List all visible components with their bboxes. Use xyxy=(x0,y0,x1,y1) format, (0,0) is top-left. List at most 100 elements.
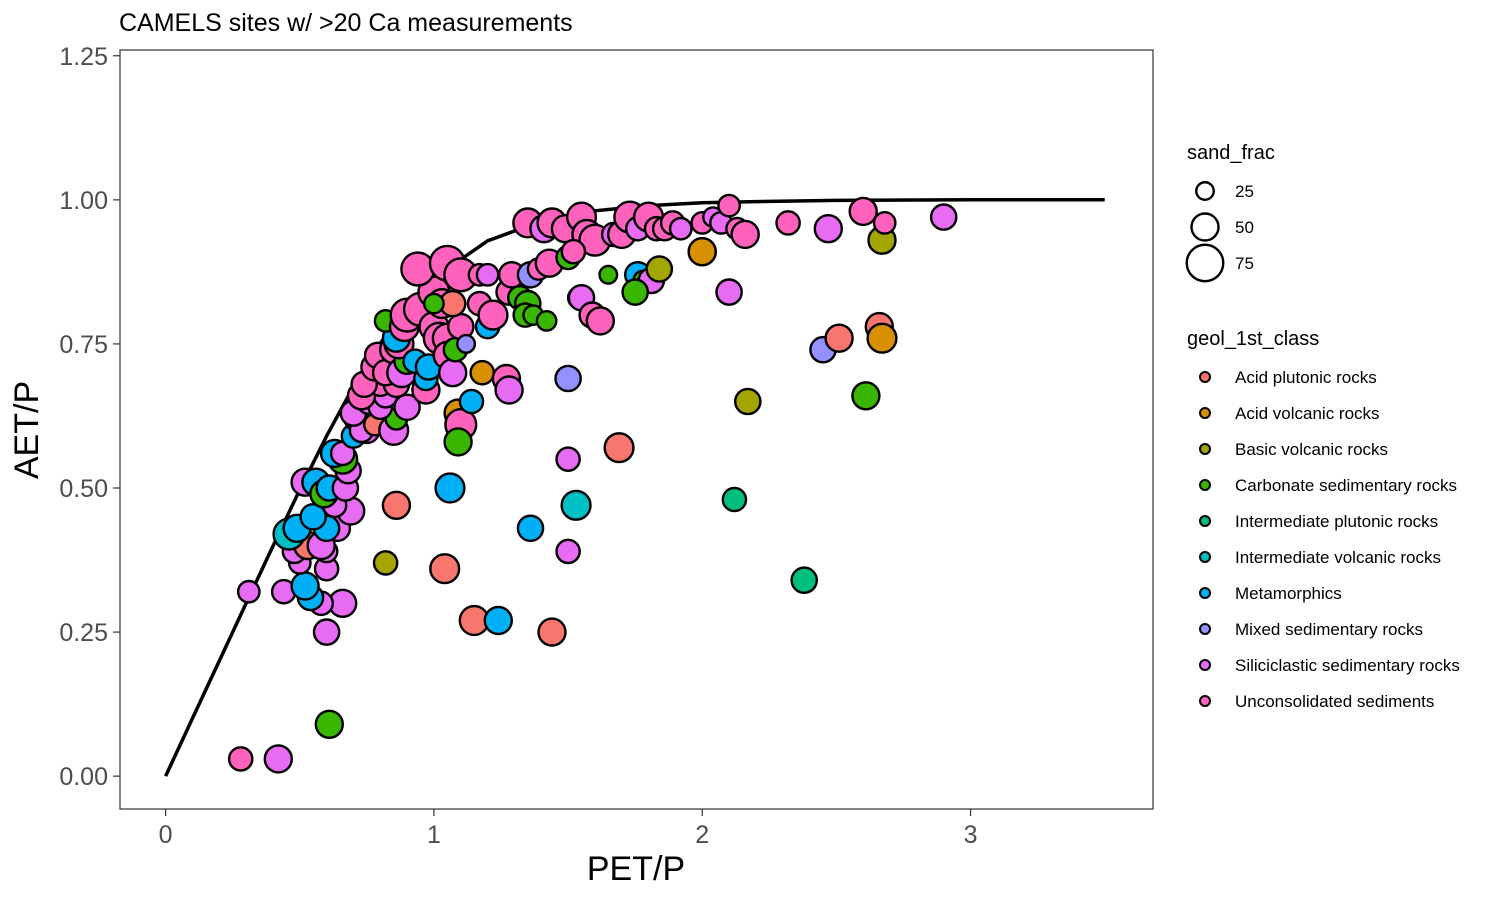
data-point xyxy=(851,381,881,411)
data-point xyxy=(848,196,878,227)
data-point xyxy=(400,251,436,287)
x-axis: 0 1 2 3 xyxy=(159,809,978,849)
data-point xyxy=(535,309,558,332)
data-point xyxy=(554,364,582,393)
chart-title: CAMELS sites w/ >20 Ca measurements xyxy=(119,9,573,37)
data-point xyxy=(422,292,445,315)
color-legend-key xyxy=(1199,371,1211,383)
data-point xyxy=(434,472,466,504)
data-point xyxy=(314,709,344,739)
color-legend-label: Carbonate sedimentary rocks xyxy=(1235,476,1457,495)
data-point xyxy=(645,255,674,283)
data-point xyxy=(813,213,843,244)
data-point xyxy=(458,388,485,415)
size-legend-label: 50 xyxy=(1235,218,1254,237)
color-legend-label: Metamorphics xyxy=(1235,584,1342,603)
y-axis: 0.00 0.25 0.50 0.75 1.00 1.25 xyxy=(59,43,120,791)
data-point xyxy=(775,210,801,236)
data-point xyxy=(730,219,760,250)
x-axis-label: PET/P xyxy=(587,850,685,888)
size-legend-label: 25 xyxy=(1235,182,1254,201)
size-legend-key xyxy=(1190,212,1220,242)
color-legend-key xyxy=(1199,551,1211,563)
data-points xyxy=(227,193,958,774)
x-tick-label: 1 xyxy=(427,821,441,849)
color-legend-label: Acid plutonic rocks xyxy=(1235,368,1377,387)
data-point xyxy=(429,553,461,585)
color-legend-label: Intermediate volcanic rocks xyxy=(1235,548,1441,567)
data-point xyxy=(555,538,581,565)
data-point xyxy=(866,322,898,354)
data-point xyxy=(585,306,615,336)
color-legend-label: Siliciclastic sedimentary rocks xyxy=(1235,656,1460,675)
color-legend-label: Mixed sedimentary rocks xyxy=(1235,620,1423,639)
data-point xyxy=(824,323,854,353)
color-legend-key xyxy=(1199,515,1211,527)
y-axis-label: AET/P xyxy=(8,381,46,479)
data-point xyxy=(621,278,650,306)
plot-panel xyxy=(119,49,1154,810)
size-legend-key xyxy=(1195,181,1215,201)
y-tick-label: 0.75 xyxy=(59,331,108,359)
data-point xyxy=(555,446,581,473)
color-legend: geol_1st_class Acid plutonic rocks Acid v… xyxy=(1187,328,1460,711)
data-point xyxy=(393,393,421,422)
color-legend-key xyxy=(1199,479,1211,491)
color-legend-key xyxy=(1199,659,1211,671)
color-legend-key xyxy=(1199,623,1211,635)
size-legend-label: 75 xyxy=(1235,254,1254,273)
data-point xyxy=(790,566,819,595)
data-point xyxy=(721,486,748,513)
data-point xyxy=(734,387,762,416)
color-legend-key xyxy=(1199,695,1211,707)
color-legend-label: Acid volcanic rocks xyxy=(1235,404,1380,423)
data-point xyxy=(560,489,592,521)
color-legend-key xyxy=(1199,407,1211,419)
data-point xyxy=(715,278,743,306)
data-point xyxy=(443,427,473,457)
data-point xyxy=(299,502,328,531)
y-tick-label: 0.50 xyxy=(59,475,108,503)
data-point xyxy=(381,490,412,520)
color-legend-label: Basic volcanic rocks xyxy=(1235,440,1388,459)
y-tick-label: 1.25 xyxy=(59,43,108,71)
color-legend-key xyxy=(1199,587,1211,599)
data-point xyxy=(236,579,261,604)
color-legend-label: Intermediate plutonic rocks xyxy=(1235,512,1438,531)
data-point xyxy=(469,359,496,386)
data-point xyxy=(372,550,399,576)
data-point xyxy=(263,744,293,774)
data-point xyxy=(227,746,254,772)
color-legend-label: Unconsolidated sediments xyxy=(1235,692,1434,711)
data-point xyxy=(872,210,897,235)
data-point xyxy=(483,605,513,636)
data-point xyxy=(516,514,545,543)
size-legend: sand_frac 25 50 75 xyxy=(1185,142,1275,283)
data-point xyxy=(477,299,509,331)
data-point xyxy=(475,262,500,287)
x-tick-label: 2 xyxy=(695,821,709,849)
data-point xyxy=(537,617,567,647)
data-point xyxy=(290,571,320,601)
y-tick-label: 1.00 xyxy=(59,187,108,215)
data-point xyxy=(456,333,477,354)
data-point xyxy=(929,203,958,231)
data-point xyxy=(438,358,468,388)
data-point xyxy=(312,618,341,646)
data-point xyxy=(560,238,587,265)
data-point xyxy=(603,432,635,464)
data-point xyxy=(598,264,619,285)
color-legend-title: geol_1st_class xyxy=(1187,328,1319,350)
y-tick-label: 0.00 xyxy=(59,763,108,791)
x-tick-label: 3 xyxy=(964,821,978,849)
data-point xyxy=(668,216,693,241)
data-point xyxy=(687,236,717,267)
x-tick-label: 0 xyxy=(159,821,173,849)
y-tick-label: 0.25 xyxy=(59,619,108,647)
size-legend-key xyxy=(1185,243,1225,283)
data-point xyxy=(717,193,741,218)
data-point xyxy=(494,375,524,405)
size-legend-title: sand_frac xyxy=(1187,142,1275,164)
color-legend-key xyxy=(1199,443,1211,455)
